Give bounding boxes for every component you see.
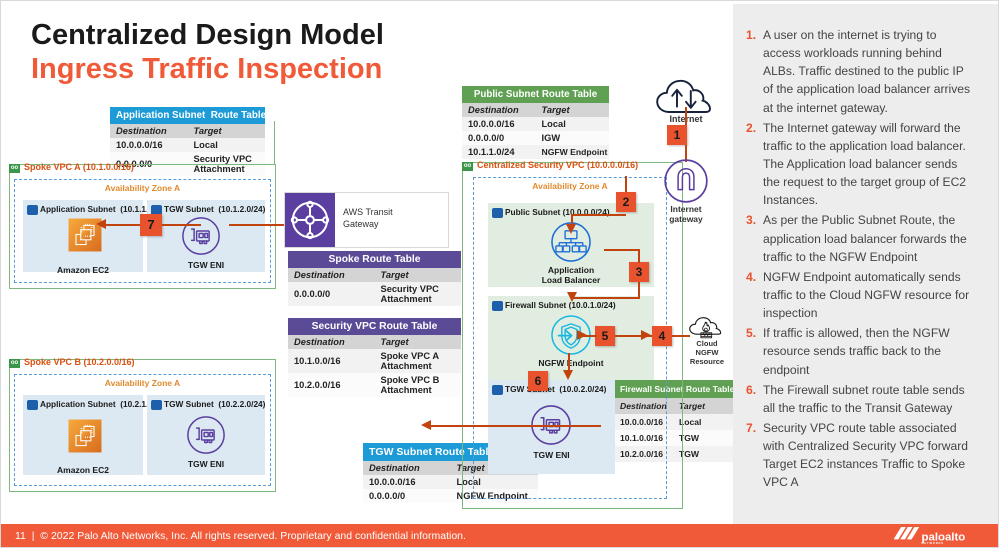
svg-text:NETWORKS: NETWORKS — [922, 541, 944, 545]
